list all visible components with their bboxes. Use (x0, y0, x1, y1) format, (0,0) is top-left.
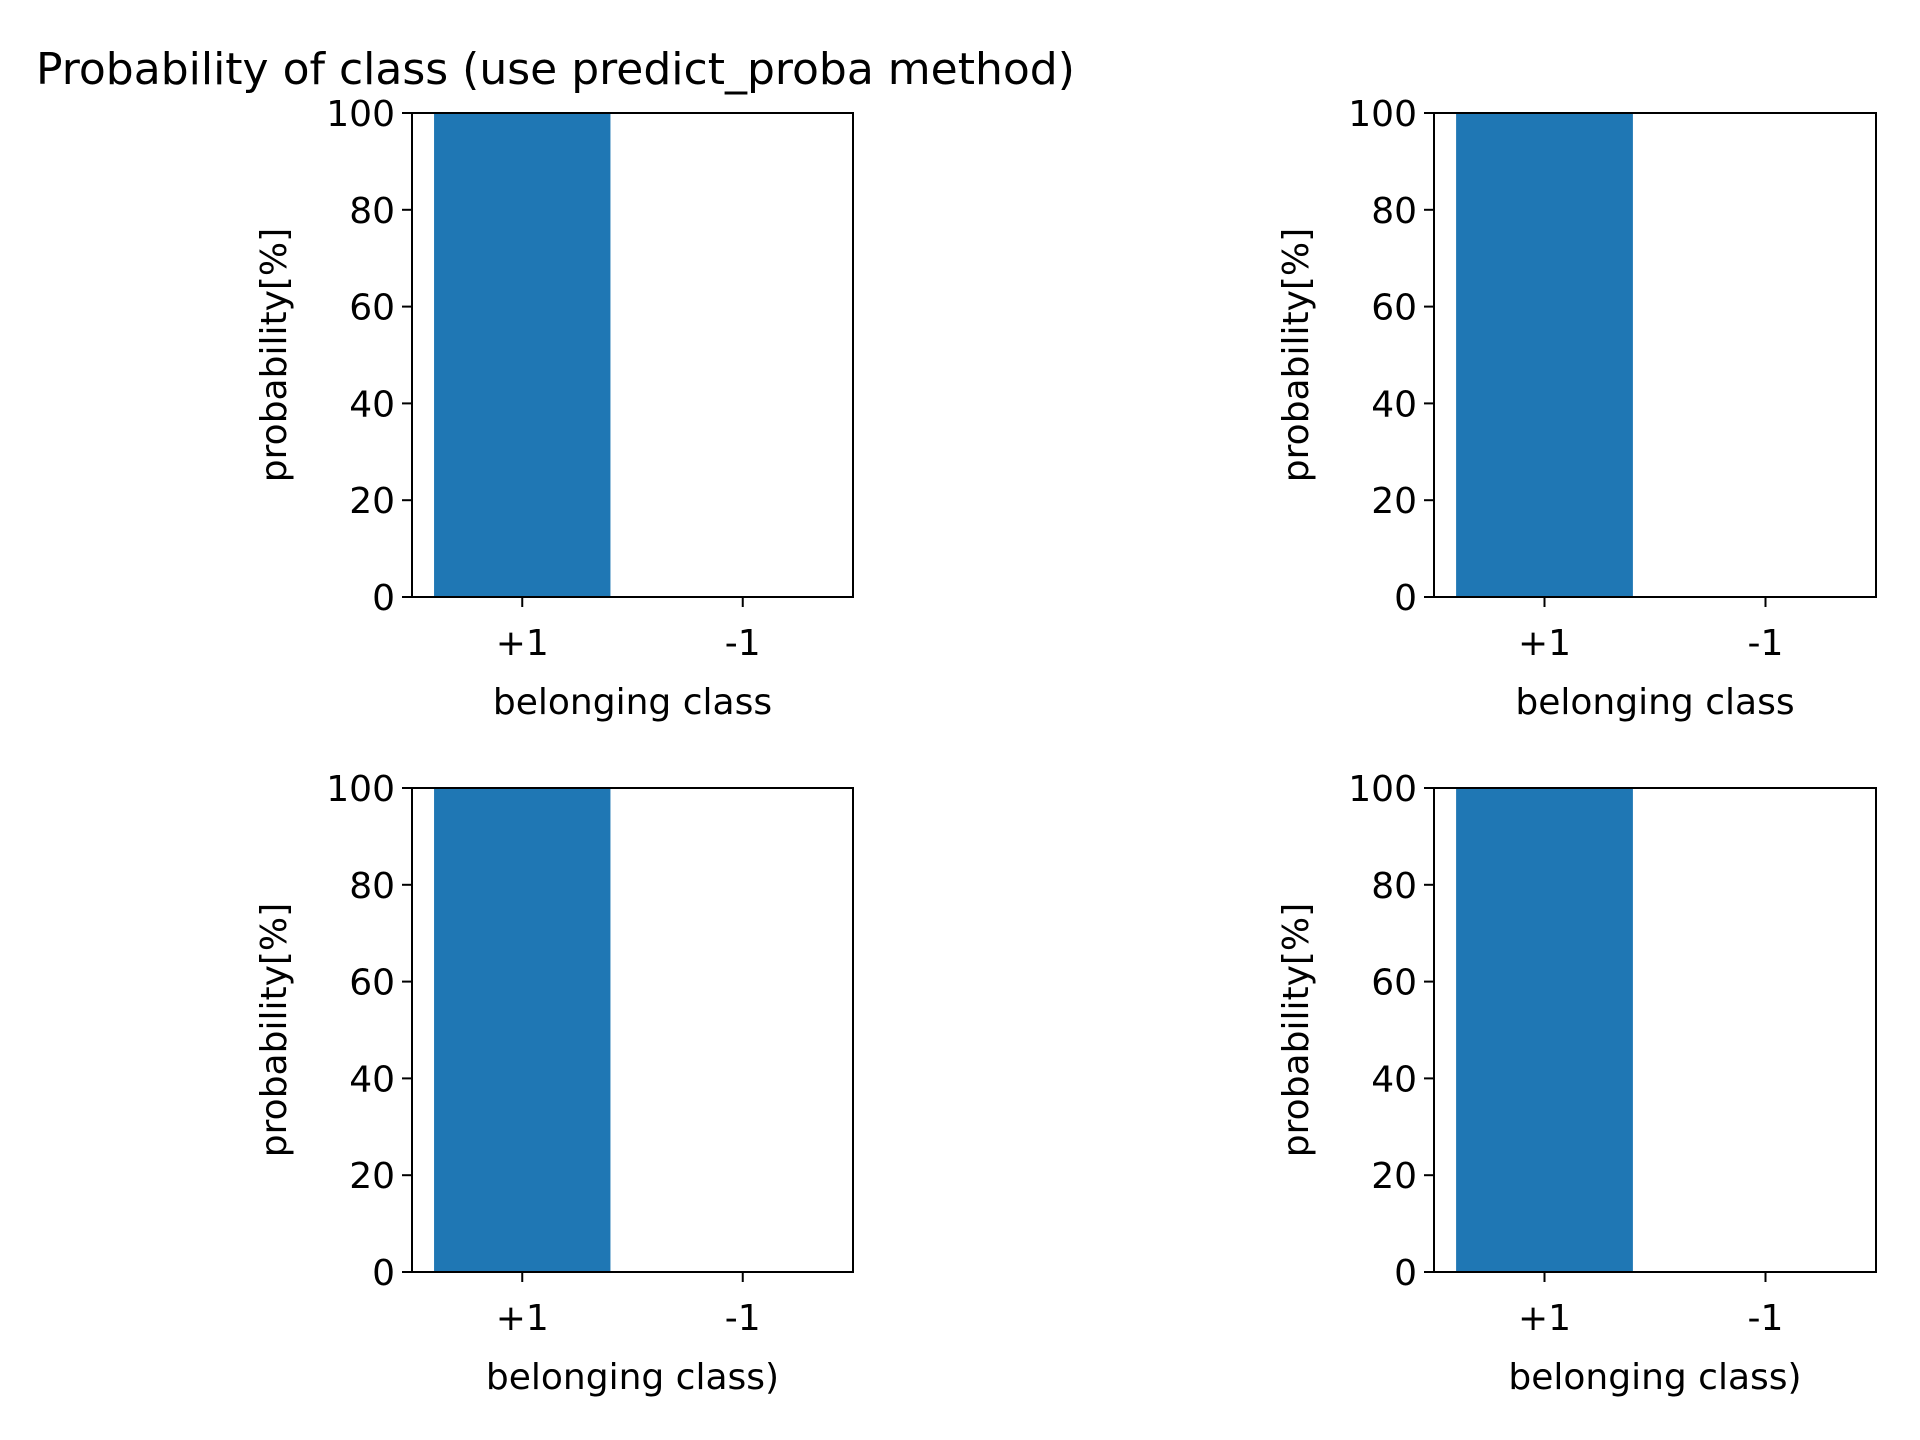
y-tick-label: 60 (1371, 288, 1417, 329)
y-axis-label: probability[%] (254, 903, 295, 1157)
y-tick-label: 20 (1371, 481, 1417, 522)
x-tick-label: -1 (725, 1298, 761, 1339)
axes-frame (411, 112, 854, 598)
x-tick-label: -1 (725, 623, 761, 664)
y-tick-label: 60 (349, 288, 395, 329)
y-tick-label: 20 (349, 481, 395, 522)
subplot-4: 0 20 40 60 80 100 +1 -1 belonging class) probabil… (1276, 769, 1877, 1398)
y-tick-label: 40 (349, 384, 395, 425)
y-tick-label: 100 (326, 769, 395, 810)
y-tick-label: 0 (372, 578, 395, 619)
y-tick-label: 40 (1371, 1059, 1417, 1100)
axes-frame (411, 787, 854, 1273)
bar-+1 (434, 788, 611, 1272)
y-tick-label: 60 (1371, 963, 1417, 1004)
y-tick-label: 100 (326, 94, 395, 135)
x-tick-label: -1 (1748, 1298, 1784, 1339)
y-axis-label: probability[%] (1276, 228, 1317, 482)
y-axis-label: probability[%] (1276, 903, 1317, 1157)
y-tick-label: 100 (1348, 769, 1417, 810)
x-tick-label: +1 (496, 1298, 549, 1339)
x-axis-label: belonging class (493, 682, 772, 723)
axes-frame (1433, 112, 1877, 598)
subplot-1: 0 20 40 60 80 100 +1 -1 belonging class probabili… (254, 94, 854, 723)
bar-+1 (1456, 788, 1633, 1272)
y-tick-label: 0 (372, 1253, 395, 1294)
x-tick-label: +1 (1518, 623, 1571, 664)
bar-+1 (434, 113, 611, 597)
y-tick-label: 0 (1394, 578, 1417, 619)
subplot-2: 0 20 40 60 80 100 +1 -1 belonging class probabili… (1276, 94, 1877, 723)
y-tick-label: 80 (349, 866, 395, 907)
y-tick-label: 100 (1348, 94, 1417, 135)
axes-frame (1433, 787, 1877, 1273)
x-tick-label: -1 (1748, 623, 1784, 664)
y-tick-label: 20 (1371, 1156, 1417, 1197)
y-tick-label: 40 (349, 1059, 395, 1100)
x-tick-label: +1 (1518, 1298, 1571, 1339)
x-tick-label: +1 (496, 623, 549, 664)
x-axis-label: belonging class (1515, 682, 1794, 723)
y-tick-label: 80 (349, 191, 395, 232)
y-tick-label: 0 (1394, 1253, 1417, 1294)
y-tick-label: 20 (349, 1156, 395, 1197)
y-tick-label: 80 (1371, 866, 1417, 907)
x-axis-label: belonging class) (486, 1357, 779, 1398)
y-tick-label: 40 (1371, 384, 1417, 425)
subplot-grid: 0 20 40 60 80 100 +1 -1 belonging class probabili… (254, 94, 1877, 1398)
figure-title: Probability of class (use predict_proba … (36, 44, 1075, 95)
subplot-3: 0 20 40 60 80 100 +1 -1 belonging class) probabil… (254, 769, 854, 1398)
x-axis-label: belonging class) (1508, 1357, 1801, 1398)
y-tick-label: 60 (349, 963, 395, 1004)
y-axis-label: probability[%] (254, 228, 295, 482)
y-tick-label: 80 (1371, 191, 1417, 232)
bar-+1 (1456, 113, 1633, 597)
